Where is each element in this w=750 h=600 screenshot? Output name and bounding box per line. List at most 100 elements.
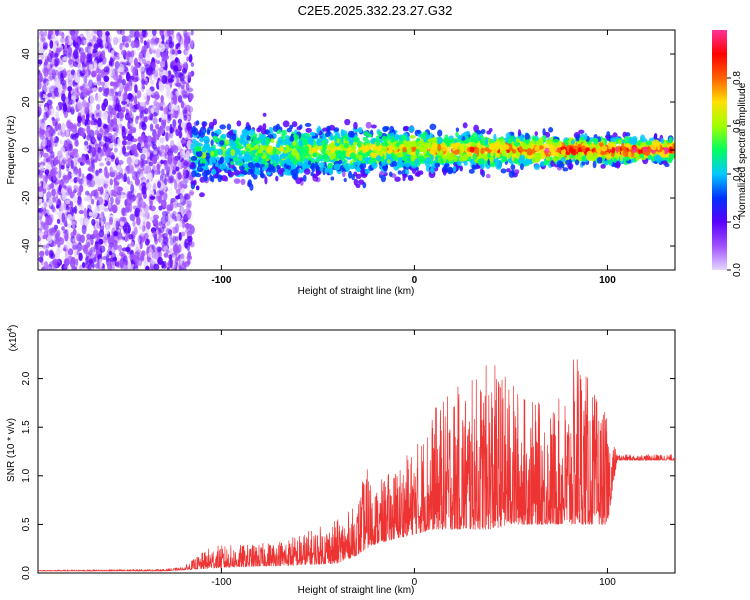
spectrogram-cell [121,106,126,113]
spectrogram-cell [511,149,517,154]
spectrogram-cell [38,106,42,116]
spectrogram-cell [56,218,61,225]
spectrogram-cell [95,169,99,176]
spectrogram-cell [103,98,109,108]
spectrogram-cell [45,110,49,118]
spectrogram-cell [44,30,48,37]
spectrogram-cell [107,236,111,244]
spectrogram-cell [106,36,111,47]
spectrogram-cell [181,90,186,97]
spectrogram-cell [90,267,94,270]
spectrogram-cell [187,235,193,243]
spectrogram-cell [159,30,164,37]
spectrogram-cell [143,40,147,46]
spectrogram-cell [152,155,158,165]
spectrogram-cell [606,153,612,161]
spectrogram-cell [295,177,302,185]
spectrogram-cell [326,149,330,155]
spectrogram-cell [389,125,395,133]
spectrogram-cell [365,145,371,151]
spectrogram-cell [172,235,177,244]
spectrogram-cell [126,250,132,255]
spectrogram-cell [130,242,135,247]
spectrogram-cell [78,65,84,72]
spectrogram-cell [349,164,357,169]
spectrogram-cell [297,161,304,167]
spectrogram-cell [128,110,133,118]
spectrogram-cell [115,220,120,231]
spectrogram-cell [62,68,67,78]
spectrogram-cell [78,204,84,211]
spectrogram-cell [179,72,185,82]
spectrogram-cell [262,112,267,117]
spectrogram-cell [71,265,78,270]
spectrogram-cell [79,54,84,64]
spectrogram-cell [361,173,368,178]
spectrogram-cell [485,173,491,179]
spectrogram-cell [513,169,520,174]
spectrogram-cell [156,60,161,65]
spectrogram-cell [90,237,94,246]
spectrogram-cell [99,30,103,38]
spectrogram-cell [64,198,71,205]
spectrogram-cell [68,143,73,150]
spectrogram-cell [70,134,74,140]
spectrogram-cell [303,158,309,166]
spectrogram-cell [54,57,60,67]
spectrogram-cell [270,138,275,143]
spectrogram-cell [119,251,124,257]
spectrogram-cell [99,128,103,133]
spectrogram-cell [437,129,443,137]
spectrogram-cell [59,37,66,44]
spectrogram-cell [52,207,56,213]
spectrogram-cell [117,117,122,127]
spectrogram-cell [115,156,119,164]
spectrogram-cell [114,60,120,70]
spectrogram-cell [162,236,169,245]
spectrogram-cell [161,148,165,156]
spectrogram-cell [165,249,170,254]
spectrogram-cell [97,95,102,103]
spectrogram-cell [67,186,72,195]
spectrogram-cell [113,121,118,126]
spectrogram-cell [86,145,93,150]
spectrogram-cell [128,58,134,64]
spectrogram-cell [62,194,67,201]
spectrogram-cell [116,165,122,172]
spectrogram-cell [132,138,138,143]
spectrogram-cell [103,75,110,83]
spectrogram-cell [57,66,64,72]
spectrogram-cell [64,186,70,192]
spectrogram-cell [195,173,202,178]
spectrogram-cell [150,44,155,51]
spectrogram-cell [131,263,135,268]
spectrogram-cell [215,168,222,173]
spectrogram-cell [164,61,168,71]
spectrogram-cell [272,125,279,133]
spectrogram-cell [668,153,675,160]
spectrogram-cell [38,162,41,168]
spectrogram-cell [118,95,123,101]
spectrogram-cell [534,131,538,137]
spectrogram-cell [478,153,486,160]
spectrogram-cell [333,145,341,151]
spectrogram-cell [99,162,104,167]
spectrogram-cell [102,255,108,261]
spectrogram-cells [38,30,675,270]
spectrogram-cell [73,49,79,60]
spectrogram-cell [402,155,407,161]
spectrogram-cell [151,30,157,36]
spectrogram-cell [219,156,225,165]
spectrogram-cell [99,212,104,223]
spectrogram-cell [51,69,56,80]
spectrogram-cell [179,38,184,48]
spectrogram-cell [137,198,142,209]
spectrogram-cell [145,164,152,174]
spectrogram-cell [117,204,123,215]
spectrogram-cell [134,63,140,68]
spectrogram-cell [329,133,334,141]
spectrogram-cell [108,257,115,262]
spectrogram-cell [179,193,184,203]
spectrogram-cell [158,205,163,211]
spectrogram-cell [43,115,47,123]
